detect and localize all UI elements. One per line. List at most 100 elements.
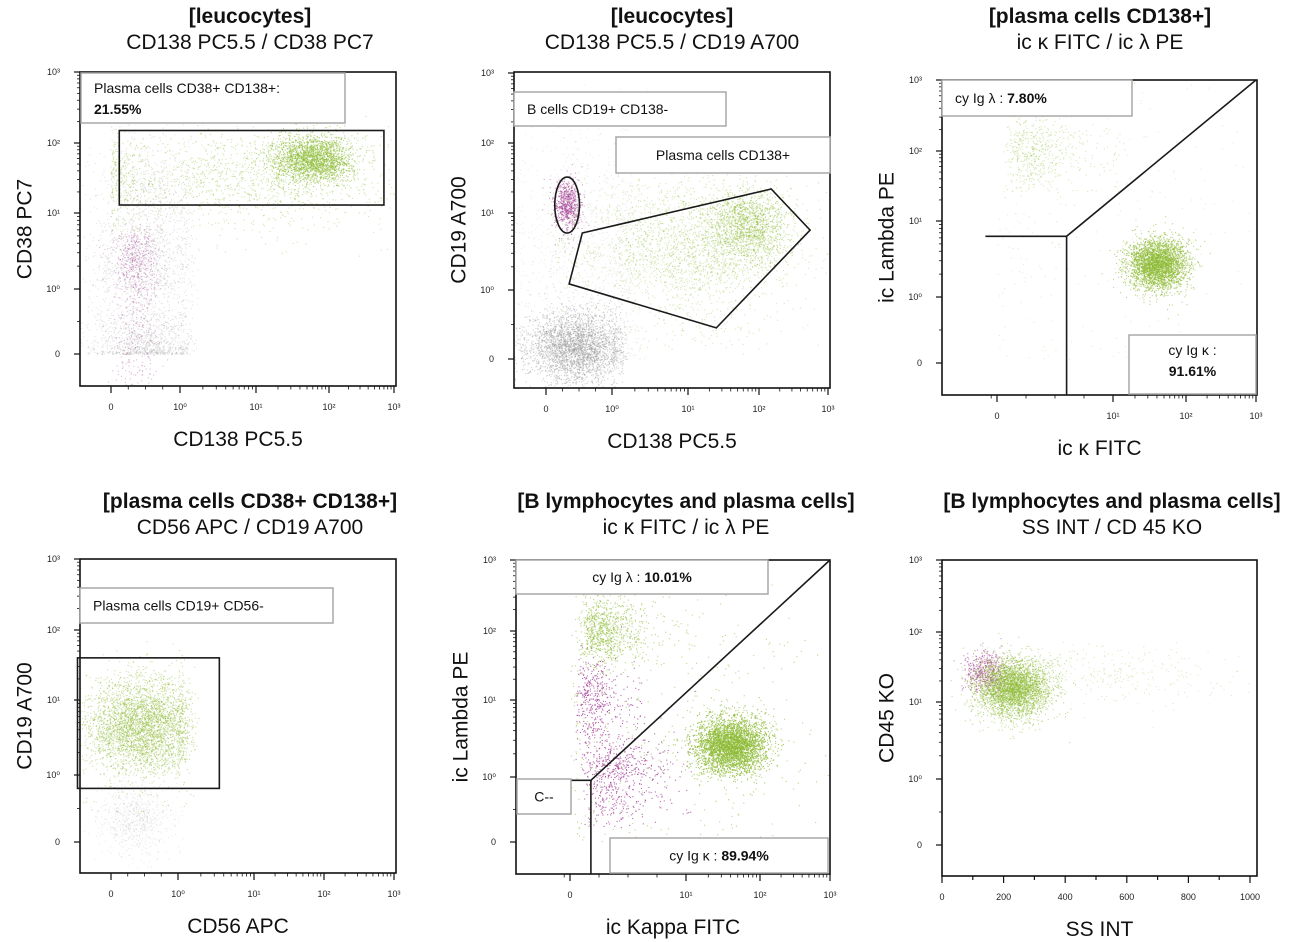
event-point: [127, 250, 129, 252]
event-point: [121, 267, 123, 269]
event-point: [159, 328, 161, 330]
event-point: [123, 161, 125, 163]
event-point: [185, 193, 187, 195]
event-point: [136, 205, 138, 207]
event-point: [124, 266, 126, 268]
event-point: [230, 170, 232, 172]
event-point: [138, 324, 140, 326]
event-point: [180, 249, 182, 251]
event-point: [337, 143, 339, 145]
event-point: [169, 351, 171, 353]
event-point: [122, 218, 124, 220]
event-point: [129, 286, 131, 288]
event-point: [167, 287, 169, 289]
event-point: [148, 192, 150, 194]
event-point: [102, 244, 104, 246]
event-point: [263, 176, 265, 178]
event-point: [246, 158, 248, 160]
event-point: [163, 170, 165, 172]
event-point: [260, 151, 262, 153]
event-point: [158, 353, 160, 355]
event-point: [188, 278, 190, 280]
event-point: [127, 240, 129, 242]
event-point: [85, 260, 87, 262]
event-point: [89, 147, 91, 149]
event-point: [147, 249, 149, 251]
event-point: [102, 286, 104, 288]
event-point: [176, 249, 178, 251]
event-point: [187, 192, 189, 194]
event-point: [116, 283, 118, 285]
event-point: [260, 174, 262, 176]
event-point: [123, 177, 125, 179]
event-point: [112, 197, 114, 199]
event-point: [118, 237, 120, 239]
event-point: [173, 225, 175, 227]
event-point: [188, 335, 190, 337]
event-point: [134, 258, 136, 260]
event-point: [151, 240, 153, 242]
event-point: [275, 207, 277, 209]
event-point: [284, 158, 286, 160]
event-point: [137, 272, 139, 274]
event-point: [128, 353, 130, 355]
event-point: [201, 144, 203, 146]
event-point: [225, 164, 227, 166]
event-point: [205, 149, 207, 151]
event-point: [140, 322, 142, 324]
event-point: [184, 260, 186, 262]
event-point: [156, 281, 158, 283]
event-point: [179, 245, 181, 247]
event-point: [133, 169, 135, 171]
event-point: [280, 211, 282, 213]
event-point: [150, 286, 152, 288]
event-point: [136, 294, 138, 296]
event-point: [246, 145, 248, 147]
event-point: [128, 163, 130, 165]
event-point: [141, 264, 143, 266]
event-point: [101, 339, 103, 341]
event-point: [112, 370, 114, 372]
event-point: [155, 326, 157, 328]
event-point: [100, 316, 102, 318]
event-point: [175, 180, 177, 182]
event-point: [137, 254, 139, 256]
event-point: [261, 209, 263, 211]
event-point: [138, 252, 140, 254]
event-point: [140, 335, 142, 337]
event-point: [148, 321, 150, 323]
event-point: [146, 324, 148, 326]
event-point: [217, 198, 219, 200]
event-point: [253, 184, 255, 186]
event-point: [143, 318, 145, 320]
event-point: [155, 211, 157, 213]
event-point: [133, 270, 135, 272]
event-point: [162, 184, 164, 186]
event-point: [201, 181, 203, 183]
event-point: [112, 188, 114, 190]
event-point: [129, 186, 131, 188]
event-point: [126, 353, 128, 355]
event-point: [131, 227, 133, 229]
event-point: [133, 132, 135, 134]
event-point: [124, 234, 126, 236]
event-point: [241, 144, 243, 146]
event-point: [243, 187, 245, 189]
event-point: [173, 193, 175, 195]
event-point: [122, 253, 124, 255]
event-point: [312, 191, 314, 193]
event-point: [134, 259, 136, 261]
event-point: [163, 306, 165, 308]
event-point: [105, 230, 107, 232]
event-point: [161, 331, 163, 333]
event-point: [153, 246, 155, 248]
event-point: [168, 171, 170, 173]
event-point: [264, 197, 266, 199]
event-point: [151, 251, 153, 253]
event-point: [122, 314, 124, 316]
event-point: [130, 231, 132, 233]
event-point: [234, 228, 236, 230]
event-point: [111, 229, 113, 231]
event-point: [121, 317, 123, 319]
event-point: [152, 167, 154, 169]
